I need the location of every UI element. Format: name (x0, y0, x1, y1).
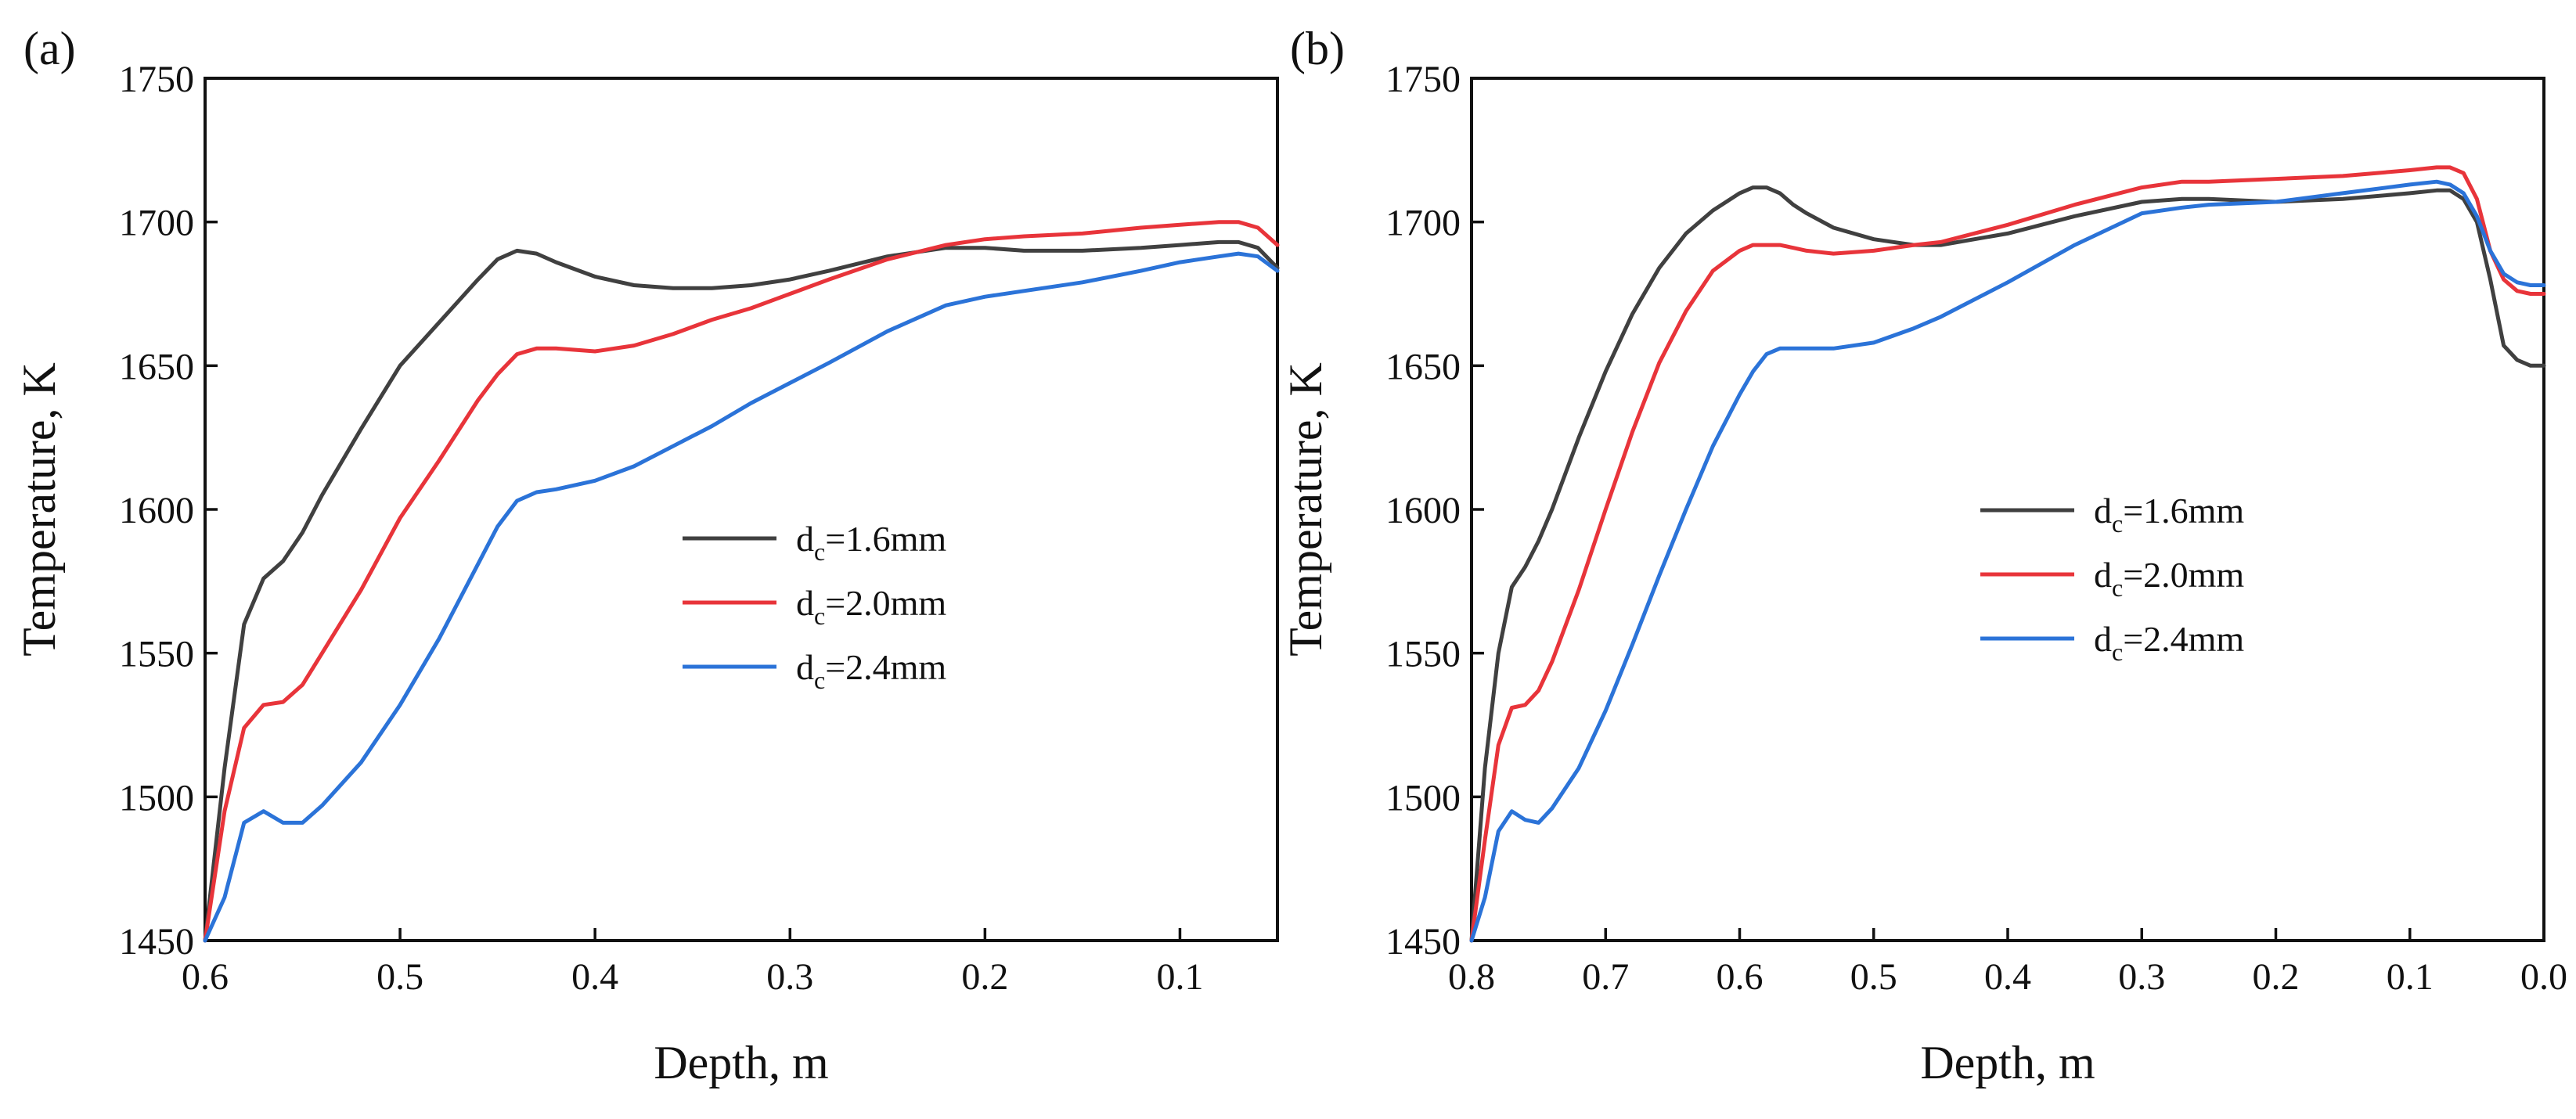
panel-a-y-tick-label: 1600 (119, 490, 194, 531)
panel-a-y-tick-label: 1500 (119, 777, 194, 819)
panel-a-y-tick-label: 1750 (119, 59, 194, 100)
panel-a-legend-entry-1: dc=1.6mm (683, 519, 946, 566)
panel-b-y-tick-label: 1450 (1385, 921, 1461, 962)
panel-b-x-tick-label: 0.3 (2118, 956, 2165, 998)
panel-b-x-axis-title: Depth, m (1920, 1037, 2095, 1088)
panel-b-y-tick-label: 1550 (1385, 634, 1461, 675)
panel-b-legend: dc=1.6mm dc=2.0mm dc=2.4mm (1980, 491, 2244, 666)
panel-b-legend-label-1: dc=1.6mm (2094, 491, 2244, 538)
panel-a-legend-entry-3: dc=2.4mm (683, 647, 946, 694)
panel-a-y-tick-label: 1550 (119, 634, 194, 675)
panel-b: (b) 0.8 0.7 0.6 0.5 0.4 0.3 0.2 0.1 0.0 1450 1500 1… (1280, 23, 2567, 1088)
panel-a-x-axis-title: Depth, m (654, 1037, 828, 1088)
panel-a-legend-label-1: dc=1.6mm (796, 519, 946, 566)
panel-b-x-tick-label: 0.8 (1448, 956, 1495, 998)
panel-b-lines (1469, 165, 2546, 943)
panel-a-y-axis-title: Temperature, K (13, 362, 65, 657)
panel-a-y-tick-label: 1700 (119, 203, 194, 244)
panel-a-x-tick-label: 0.2 (961, 956, 1008, 998)
panel-b-legend-entry-3: dc=2.4mm (1980, 619, 2244, 666)
panel-b-series-line-1 (1469, 185, 2546, 943)
panel-b-legend-label-3: dc=2.4mm (2094, 619, 2244, 666)
panel-b-y-axis-title: Temperature, K (1280, 362, 1331, 657)
panel-a-label: (a) (23, 23, 76, 74)
panel-a-ticks: 0.6 0.5 0.4 0.3 0.2 0.1 1450 1500 1550 1600 1650 17… (119, 59, 1203, 998)
panel-b-y-tick-label: 1500 (1385, 777, 1461, 819)
panel-a-x-tick-label: 0.1 (1156, 956, 1203, 998)
panel-b-legend-entry-1: dc=1.6mm (1980, 491, 2244, 538)
panel-a-plot-frame (204, 77, 1279, 942)
panel-b-x-tick-label: 0.5 (1850, 956, 1897, 998)
panel-a-series-line-1 (203, 239, 1280, 943)
panel-a-legend-label-3: dc=2.4mm (796, 647, 946, 694)
panel-b-label: (b) (1290, 23, 1345, 74)
panel-b-x-tick-label: 0.1 (2387, 956, 2434, 998)
panel-a-lines (203, 220, 1280, 943)
panel-a-y-tick-label: 1650 (119, 346, 194, 387)
panel-b-y-tick-label: 1700 (1385, 203, 1461, 244)
panel-b-x-tick-label: 0.7 (1582, 956, 1629, 998)
panel-b-x-tick-label: 0.2 (2253, 956, 2300, 998)
panel-b-x-tick-label: 0.4 (1984, 956, 2031, 998)
panel-b-ticks: 0.8 0.7 0.6 0.5 0.4 0.3 0.2 0.1 0.0 1450 1500 1550 1… (1385, 59, 2567, 998)
panel-b-y-tick-label: 1650 (1385, 346, 1461, 387)
panel-a-x-tick-label: 0.4 (571, 956, 618, 998)
panel-a: (a) 0.6 0.5 0.4 0.3 0.2 0.1 1450 1500 1550 1600 16… (13, 23, 1280, 1088)
panel-b-legend-entry-2: dc=2.0mm (1980, 555, 2244, 602)
panel-a-series-line-2 (203, 220, 1280, 943)
panel-b-x-tick-label: 0.6 (1717, 956, 1764, 998)
panel-a-legend-entry-2: dc=2.0mm (683, 583, 946, 630)
panel-b-x-tick-label: 0.0 (2520, 956, 2567, 998)
panel-a-legend: dc=1.6mm dc=2.0mm dc=2.4mm (683, 519, 946, 694)
panel-b-series-line-2 (1469, 165, 2546, 943)
panel-b-y-tick-label: 1600 (1385, 490, 1461, 531)
panel-a-x-tick-label: 0.6 (182, 956, 229, 998)
panel-b-legend-label-2: dc=2.0mm (2094, 555, 2244, 602)
panel-a-series-line-3 (203, 251, 1280, 943)
panel-a-y-tick-label: 1450 (119, 921, 194, 962)
panel-b-y-tick-label: 1750 (1385, 59, 1461, 100)
panel-a-x-tick-label: 0.3 (766, 956, 813, 998)
panel-b-series-line-3 (1469, 179, 2546, 943)
panel-a-legend-label-2: dc=2.0mm (796, 583, 946, 630)
panel-a-x-tick-label: 0.5 (376, 956, 423, 998)
